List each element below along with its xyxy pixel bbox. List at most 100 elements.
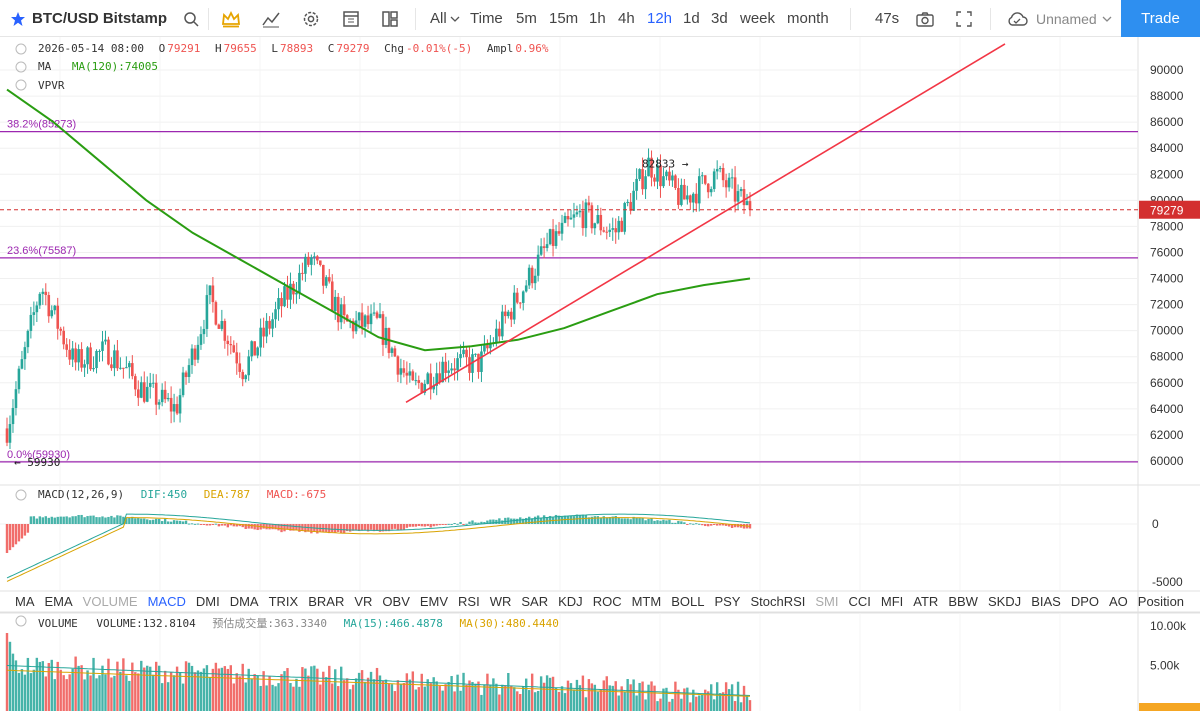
macd-bar — [584, 514, 588, 524]
indicator-tab-psy[interactable]: PSY — [714, 594, 741, 609]
legend-toggle-icon[interactable] — [15, 615, 27, 627]
indicator-tab-ma[interactable]: MA — [15, 594, 35, 609]
indicator-tab-macd[interactable]: MACD — [147, 594, 186, 609]
legend-toggle-icon[interactable] — [15, 43, 27, 55]
indicator-tab-bias[interactable]: BIAS — [1031, 594, 1061, 609]
volume-bar — [480, 694, 483, 711]
indicator-tab-brar[interactable]: BRAR — [308, 594, 345, 609]
candle-body — [142, 382, 146, 402]
y-tick-label: 70000 — [1150, 324, 1184, 338]
volume-bar — [695, 696, 698, 711]
candle-body — [366, 315, 370, 325]
timeframe-5m[interactable]: 5m — [516, 10, 537, 27]
indicator-tab-stochrsi[interactable]: StochRSI — [750, 594, 806, 609]
timeframe-all[interactable]: All — [430, 0, 460, 37]
symbol-selector[interactable]: BTC/USD Bitstamp — [10, 0, 167, 37]
candle-body — [507, 311, 510, 317]
timeframe-1h[interactable]: 1h — [589, 10, 606, 27]
trade-button[interactable]: Trade — [1121, 0, 1200, 37]
candle-body — [304, 256, 307, 274]
candle-body — [89, 347, 92, 370]
legend-toggle-icon[interactable] — [15, 61, 27, 73]
volume-bar — [590, 683, 594, 711]
macd-bar — [140, 518, 143, 524]
indicator-tab-dpo[interactable]: DPO — [1070, 594, 1099, 609]
indicator-tab-mfi[interactable]: MFI — [880, 594, 904, 609]
trendline[interactable] — [405, 43, 1006, 404]
indicator-tab-obv[interactable]: OBV — [382, 594, 410, 609]
candle-body — [26, 330, 30, 348]
layout-name-selector[interactable]: Unnamed — [1006, 0, 1112, 37]
volume-bar — [53, 679, 56, 711]
indicator-tab-dma[interactable]: DMA — [229, 594, 259, 609]
volume-bar — [545, 675, 549, 711]
star-icon[interactable] — [10, 11, 26, 27]
macd-bar — [322, 524, 325, 533]
layout-icon[interactable] — [377, 0, 403, 37]
macd-bar — [408, 524, 412, 527]
template-icon[interactable] — [338, 0, 364, 37]
candle-body — [474, 353, 477, 355]
candle-body — [554, 231, 558, 246]
volume-estimate: 预估成交量:363.3340 — [212, 617, 327, 630]
macd-bar — [56, 516, 59, 524]
volume-bar — [265, 685, 268, 711]
volume-bar — [89, 675, 92, 711]
indicator-tab-vr[interactable]: VR — [354, 594, 373, 609]
indicator-tab-skdj[interactable]: SKDJ — [987, 594, 1022, 609]
legend-toggle-icon[interactable] — [15, 489, 27, 501]
fullscreen-icon[interactable] — [951, 0, 977, 37]
timeframe-month[interactable]: month — [787, 10, 829, 27]
search-icon[interactable] — [178, 0, 204, 37]
crown-icon[interactable] — [218, 0, 244, 37]
candle-body — [527, 267, 531, 286]
timeframe-1d[interactable]: 1d — [683, 10, 700, 27]
indicator-tab-sar[interactable]: SAR — [521, 594, 549, 609]
indicator-tab-kdj[interactable]: KDJ — [558, 594, 583, 609]
candle-body — [524, 285, 528, 292]
indicator-tab-bbw[interactable]: BBW — [948, 594, 978, 609]
indicator-tab-trix[interactable]: TRIX — [268, 594, 299, 609]
ma120-line[interactable] — [6, 88, 751, 352]
indicator-tab-position[interactable]: Position — [1137, 594, 1185, 609]
timeframe-3d[interactable]: 3d — [711, 10, 728, 27]
indicator-tab-emv[interactable]: EMV — [419, 594, 449, 609]
candle-body — [575, 212, 579, 215]
open-value: 79291 — [167, 42, 201, 55]
indicator-tab-cci[interactable]: CCI — [848, 594, 871, 609]
indicator-tab-smi[interactable]: SMI — [815, 594, 839, 609]
indicator-tab-volume[interactable]: VOLUME — [82, 594, 138, 609]
volume-bar — [181, 683, 185, 711]
gear-icon[interactable] — [298, 0, 324, 37]
indicator-tab-roc[interactable]: ROC — [592, 594, 622, 609]
volume-bar — [372, 679, 376, 711]
indicator-tab-rsi[interactable]: RSI — [458, 594, 480, 609]
timeframe-12h[interactable]: 12h — [647, 10, 673, 27]
timeframe-15m[interactable]: 15m — [549, 10, 579, 27]
indicator-tab-ema[interactable]: EMA — [44, 594, 73, 609]
indicators-icon[interactable] — [258, 0, 284, 37]
indicator-tab-boll[interactable]: BOLL — [671, 594, 705, 609]
timeframe-4h[interactable]: 4h — [618, 10, 635, 27]
candle-body — [190, 348, 194, 366]
volume-bar — [629, 684, 632, 711]
timeframe-week[interactable]: week — [740, 10, 776, 27]
camera-icon[interactable] — [912, 0, 938, 37]
indicator-tab-atr[interactable]: ATR — [913, 594, 939, 609]
macd-bar — [154, 518, 158, 524]
indicator-tab-ao[interactable]: AO — [1108, 594, 1128, 609]
macd-bar — [378, 524, 382, 532]
candle-body — [683, 184, 686, 200]
candles[interactable] — [5, 148, 752, 450]
chart-area[interactable]: 60000 62000 64000 66000 68000 70000 72000 74000… — [0, 37, 1200, 711]
volume-bar — [163, 670, 167, 711]
volume-bar — [131, 662, 134, 711]
indicator-tab-mtm[interactable]: MTM — [631, 594, 662, 609]
timeframe-time[interactable]: Time — [470, 10, 503, 27]
macd-bar — [402, 524, 406, 530]
legend-toggle-icon[interactable] — [15, 79, 27, 91]
indicator-tab-dmi[interactable]: DMI — [195, 594, 220, 609]
indicator-tab-wr[interactable]: WR — [489, 594, 512, 609]
fibonacci-label: 23.6%(75587) — [7, 245, 76, 257]
macd-bar — [340, 524, 343, 534]
